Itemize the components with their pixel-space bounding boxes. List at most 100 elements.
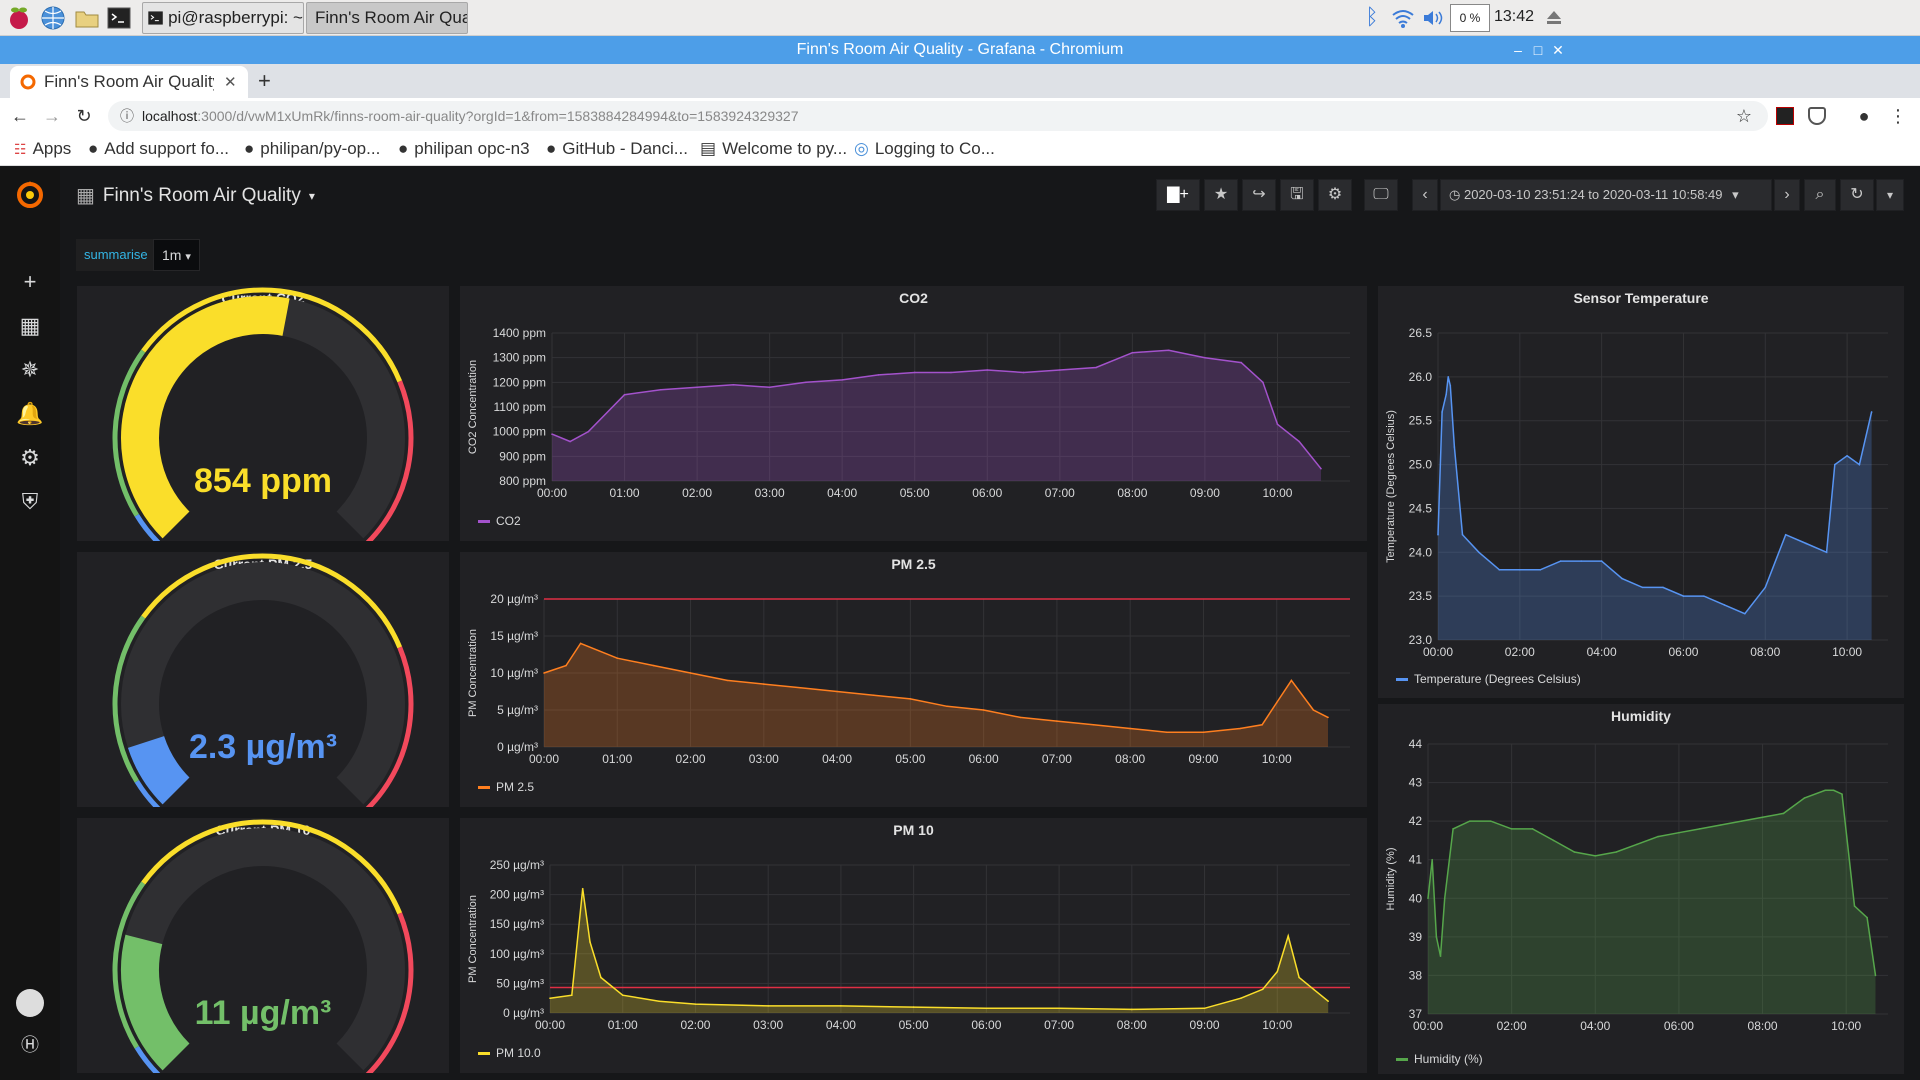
- gauge-fill: [127, 735, 190, 805]
- graph-panel-humidity[interactable]: Humidity 44 43 42 41 40 39 38 37 00:00 02:00 04:00…: [1378, 704, 1904, 1074]
- cycle-view-mode-button[interactable]: 🖵: [1364, 179, 1398, 211]
- data-point: [1874, 974, 1877, 977]
- data-point: [1858, 463, 1861, 466]
- explore-compass-icon[interactable]: ✵: [20, 357, 40, 382]
- refresh-button[interactable]: ↻: [1840, 179, 1874, 211]
- graph-panel-pm10[interactable]: PM 10 250 µg/m³ 200 µg/m³ 150 µg/m³ 100 µg/…: [460, 818, 1367, 1073]
- data-point: [587, 430, 590, 433]
- new-tab-button[interactable]: +: [258, 68, 271, 93]
- x-tick-label: 10:00: [1831, 1019, 1861, 1033]
- bookmark-label: Logging to Co...: [874, 139, 995, 158]
- server-admin-shield-icon[interactable]: ⛨: [21, 489, 39, 514]
- extension-icon[interactable]: [1776, 107, 1794, 125]
- time-shift-forward-button[interactable]: ›: [1774, 179, 1800, 211]
- reload-button[interactable]: ↻: [76, 106, 92, 126]
- share-dashboard-button[interactable]: ↪: [1242, 179, 1276, 211]
- close-icon[interactable]: ✕: [1552, 42, 1564, 58]
- legend-pm10[interactable]: PM 10.0: [478, 1046, 541, 1060]
- taskbar-window-terminal[interactable]: pi@raspberrypi: ~: [142, 2, 304, 34]
- time-shift-back-button[interactable]: ‹: [1412, 179, 1438, 211]
- web-browser-launcher[interactable]: [38, 3, 68, 33]
- x-tick-label: 01:00: [602, 752, 632, 766]
- data-point: [1022, 371, 1025, 374]
- add-panel-button[interactable]: ▇+: [1156, 179, 1200, 211]
- bookmark-star-icon[interactable]: ☆: [1735, 106, 1753, 126]
- variable-dropdown[interactable]: 1m ▾: [153, 239, 200, 271]
- bookmark-opc-n3[interactable]: ● philipan opc-n3: [398, 139, 530, 159]
- star-dashboard-button[interactable]: ★: [1204, 179, 1238, 211]
- legend-co2[interactable]: CO2: [478, 514, 521, 528]
- file-manager-launcher[interactable]: [72, 3, 102, 33]
- y-tick-label: 100 µg/m³: [490, 947, 544, 961]
- configuration-gear-icon[interactable]: ⚙: [20, 445, 40, 470]
- profile-icon[interactable]: ●: [1858, 106, 1870, 126]
- wifi-icon[interactable]: [1390, 5, 1416, 31]
- data-point: [1452, 828, 1454, 830]
- dashboard-title[interactable]: ▦ Finn's Room Air Quality ▾: [76, 183, 315, 208]
- data-point: [1870, 411, 1873, 413]
- zoom-out-button[interactable]: ⌕: [1804, 179, 1836, 211]
- gauge-threshold-band: [141, 287, 403, 383]
- x-tick-label: 10:00: [1262, 1018, 1292, 1032]
- browser-tab-active[interactable]: Finn's Room Air Quality · ✕: [10, 66, 248, 98]
- dashboards-grid-icon: ▦: [76, 185, 95, 207]
- help-question-icon[interactable]: Ⓗ: [21, 1035, 39, 1055]
- x-tick-label: 02:00: [682, 486, 712, 500]
- graph-panel-temperature[interactable]: Sensor Temperature 26.5 26.0 25.5 25.0 24.5 2…: [1378, 286, 1904, 698]
- taskbar-window-chromium[interactable]: Finn's Room Air Quali...: [306, 2, 468, 34]
- grafana-sidemenu: + ▦ ✵ 🔔 ⚙ ⛨ Ⓗ: [0, 167, 60, 1080]
- address-bar[interactable]: ⓘ localhost:3000/d/vwM1xUmRk/finns-room-…: [108, 101, 1768, 131]
- gauge-panel-pm25[interactable]: Current PM 2.5 2.3 µg/m³: [77, 552, 449, 807]
- bluetooth-icon[interactable]: ᛒ: [1365, 4, 1379, 29]
- url-host: localhost: [142, 108, 198, 124]
- legend-label: Humidity (%): [1414, 1052, 1483, 1066]
- back-button[interactable]: ←: [11, 106, 29, 126]
- bookmark-welcome-py[interactable]: ▤ Welcome to py...: [700, 139, 847, 159]
- refresh-interval-dropdown[interactable]: ▾: [1876, 179, 1904, 211]
- data-point: [1441, 411, 1443, 413]
- menu-kebab-icon[interactable]: ⋮: [1889, 106, 1907, 126]
- minimize-icon[interactable]: –: [1514, 42, 1522, 58]
- shield-extension-icon[interactable]: [1808, 107, 1826, 125]
- legend-pm25[interactable]: PM 2.5: [478, 780, 534, 794]
- user-avatar-icon[interactable]: [16, 989, 44, 1017]
- legend-temperature[interactable]: Temperature (Degrees Celsius): [1396, 672, 1581, 686]
- y-tick-label: 43: [1409, 776, 1423, 790]
- alerting-bell-icon[interactable]: 🔔: [16, 401, 44, 426]
- forward-button[interactable]: →: [43, 106, 61, 126]
- data-point: [1203, 1007, 1206, 1010]
- create-plus-icon[interactable]: +: [23, 269, 37, 294]
- eject-icon[interactable]: [1544, 8, 1564, 28]
- volume-icon[interactable]: [1420, 5, 1446, 31]
- panel-title: PM 10: [893, 822, 934, 838]
- data-point: [1678, 831, 1680, 834]
- legend-label: PM 2.5: [496, 780, 535, 794]
- info-icon[interactable]: ⓘ: [120, 108, 134, 124]
- raspberry-menu-button[interactable]: [4, 3, 34, 33]
- clock[interactable]: 13:42: [1494, 8, 1535, 25]
- url-path: :3000/d/vwM1xUmRk/finns-room-air-quality…: [197, 108, 799, 124]
- data-point: [1510, 828, 1513, 830]
- bookmark-github-danci[interactable]: ● GitHub - Danci...: [546, 139, 688, 159]
- terminal-launcher[interactable]: [104, 3, 134, 33]
- x-tick-label: 00:00: [1423, 645, 1453, 659]
- tab-close-icon[interactable]: ✕: [224, 74, 237, 91]
- gauge-panel-pm10[interactable]: Current PM 10 11 µg/m³: [77, 818, 449, 1073]
- x-tick-label: 08:00: [1748, 1019, 1778, 1033]
- maximize-icon[interactable]: □: [1533, 42, 1543, 58]
- data-point: [1437, 533, 1439, 536]
- dashboards-grid-icon[interactable]: ▦: [19, 313, 41, 338]
- graph-panel-co2[interactable]: CO2 1400 ppm 1300 ppm 1200 ppm 1100 ppm 1000…: [460, 286, 1367, 541]
- save-dashboard-button[interactable]: 🖫: [1280, 179, 1314, 211]
- legend-humidity[interactable]: Humidity (%): [1396, 1052, 1483, 1066]
- time-picker[interactable]: ◷ 2020-03-10 23:51:24 to 2020-03-11 10:5…: [1440, 179, 1772, 211]
- bookmark-apps[interactable]: ☷ Apps: [14, 139, 71, 159]
- graph-panel-pm25[interactable]: PM 2.5 20 µg/m³ 15 µg/m³ 10 µg/m³ 5 µg/m³ 0 …: [460, 552, 1367, 807]
- bookmark-logging[interactable]: ◎ Logging to Co...: [854, 139, 995, 159]
- data-point: [1204, 356, 1206, 359]
- settings-gear-button[interactable]: ⚙: [1318, 179, 1352, 211]
- bookmark-py-opc[interactable]: ● philipan/py-op...: [244, 139, 380, 159]
- gauge-panel-co2[interactable]: Current CO2 854 ppm: [77, 286, 449, 541]
- bookmark-add-support[interactable]: ● Add support fo...: [88, 139, 229, 159]
- grafana-logo-icon[interactable]: [13, 177, 47, 211]
